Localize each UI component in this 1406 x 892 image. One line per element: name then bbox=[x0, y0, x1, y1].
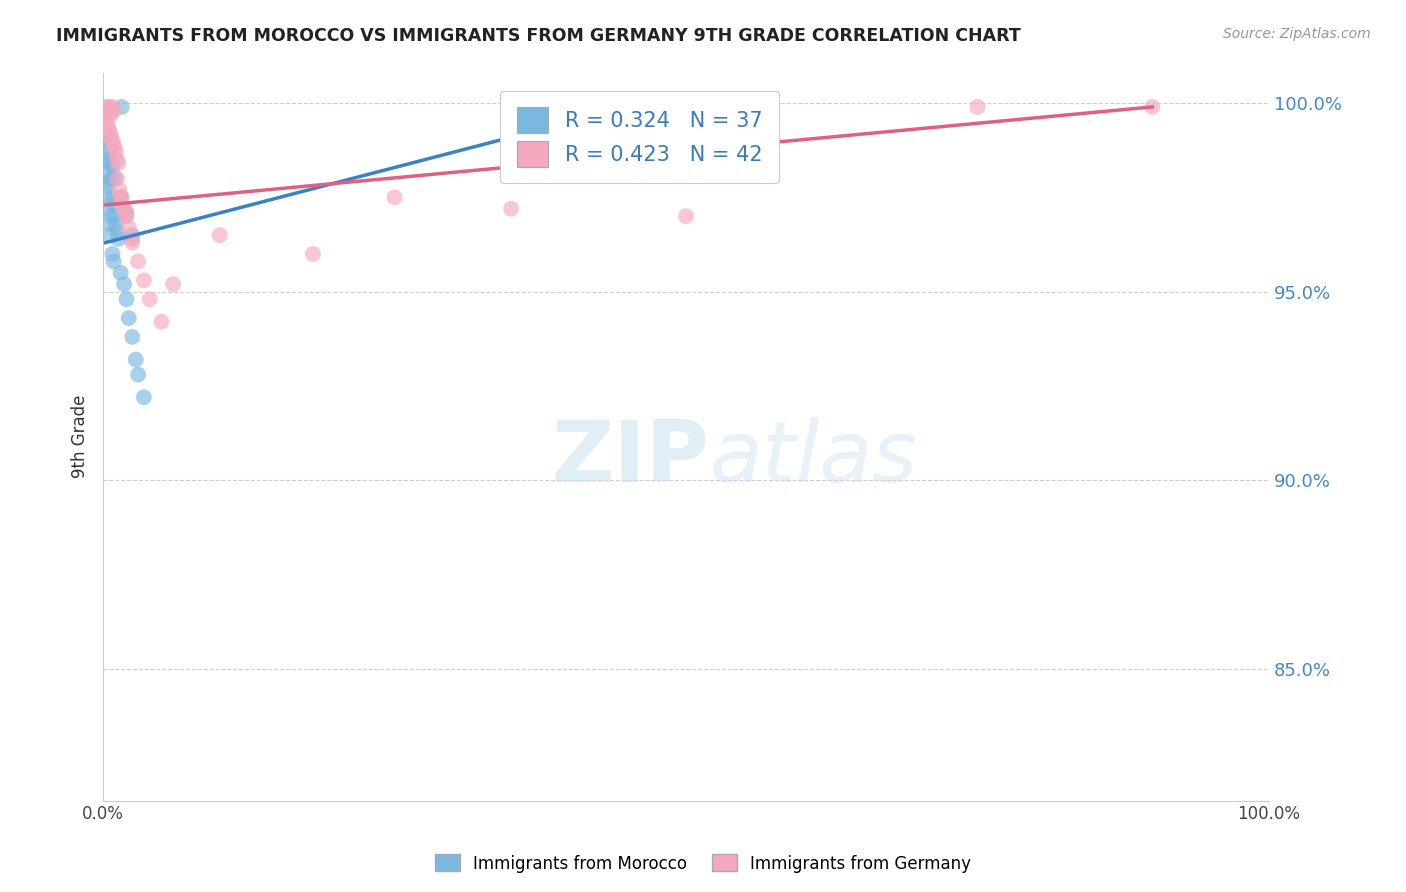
Point bbox=[302, 247, 325, 261]
Point bbox=[94, 100, 117, 114]
Point bbox=[104, 217, 127, 231]
Point bbox=[96, 103, 118, 118]
Point bbox=[115, 209, 138, 223]
Point bbox=[616, 100, 638, 114]
Point bbox=[110, 266, 132, 280]
Point bbox=[98, 149, 121, 163]
Point bbox=[127, 368, 149, 382]
Point bbox=[96, 202, 118, 216]
Point bbox=[107, 156, 129, 170]
Point bbox=[150, 315, 173, 329]
Point bbox=[110, 190, 132, 204]
Point bbox=[115, 292, 138, 306]
Point bbox=[97, 100, 120, 114]
Point bbox=[104, 145, 127, 160]
Point bbox=[111, 100, 134, 114]
Point bbox=[105, 224, 128, 238]
Point bbox=[132, 390, 155, 404]
Point bbox=[97, 119, 120, 133]
Legend: R = 0.324   N = 37, R = 0.423   N = 42: R = 0.324 N = 37, R = 0.423 N = 42 bbox=[501, 91, 779, 183]
Point bbox=[98, 228, 121, 243]
Point bbox=[162, 277, 184, 292]
Point bbox=[112, 202, 135, 216]
Point bbox=[121, 330, 143, 344]
Point bbox=[112, 277, 135, 292]
Point bbox=[94, 190, 117, 204]
Point bbox=[96, 153, 118, 167]
Point bbox=[101, 160, 124, 174]
Point bbox=[98, 156, 121, 170]
Point bbox=[111, 190, 134, 204]
Point bbox=[97, 217, 120, 231]
Point bbox=[208, 228, 231, 243]
Point bbox=[97, 107, 120, 121]
Point bbox=[966, 100, 988, 114]
Point bbox=[101, 134, 124, 148]
Text: ZIP: ZIP bbox=[551, 417, 710, 500]
Point bbox=[108, 183, 131, 197]
Point bbox=[115, 209, 138, 223]
Point bbox=[112, 202, 135, 216]
Point bbox=[104, 141, 127, 155]
Point bbox=[139, 292, 162, 306]
Point bbox=[121, 228, 143, 243]
Point bbox=[118, 311, 141, 326]
Point bbox=[97, 164, 120, 178]
Point bbox=[98, 103, 121, 118]
Point bbox=[98, 126, 121, 140]
Point bbox=[107, 232, 129, 246]
Point bbox=[96, 115, 118, 129]
Point bbox=[97, 141, 120, 155]
Point bbox=[105, 153, 128, 167]
Point bbox=[100, 107, 122, 121]
Point bbox=[104, 171, 127, 186]
Point bbox=[110, 190, 132, 204]
Point bbox=[101, 190, 124, 204]
Point bbox=[101, 247, 124, 261]
Point bbox=[501, 202, 523, 216]
Point bbox=[115, 205, 138, 219]
Point bbox=[100, 130, 122, 145]
Point bbox=[125, 352, 148, 367]
Point bbox=[127, 254, 149, 268]
Legend: Immigrants from Morocco, Immigrants from Germany: Immigrants from Morocco, Immigrants from… bbox=[427, 847, 979, 880]
Point bbox=[103, 103, 125, 118]
Point bbox=[675, 209, 697, 223]
Point bbox=[97, 122, 120, 136]
Text: Source: ZipAtlas.com: Source: ZipAtlas.com bbox=[1223, 27, 1371, 41]
Point bbox=[103, 198, 125, 212]
Point bbox=[121, 235, 143, 250]
Point bbox=[100, 209, 122, 223]
Point bbox=[97, 175, 120, 189]
Point bbox=[104, 209, 127, 223]
Point bbox=[97, 179, 120, 194]
Point bbox=[384, 190, 406, 204]
Point bbox=[121, 232, 143, 246]
Point bbox=[101, 100, 124, 114]
Text: atlas: atlas bbox=[710, 417, 917, 500]
Point bbox=[132, 273, 155, 287]
Point bbox=[97, 134, 120, 148]
Point bbox=[118, 220, 141, 235]
Point bbox=[105, 171, 128, 186]
Point bbox=[103, 254, 125, 268]
Point bbox=[100, 171, 122, 186]
Text: IMMIGRANTS FROM MOROCCO VS IMMIGRANTS FROM GERMANY 9TH GRADE CORRELATION CHART: IMMIGRANTS FROM MOROCCO VS IMMIGRANTS FR… bbox=[56, 27, 1021, 45]
Point bbox=[103, 137, 125, 152]
Point bbox=[1142, 100, 1164, 114]
Y-axis label: 9th Grade: 9th Grade bbox=[72, 395, 89, 478]
